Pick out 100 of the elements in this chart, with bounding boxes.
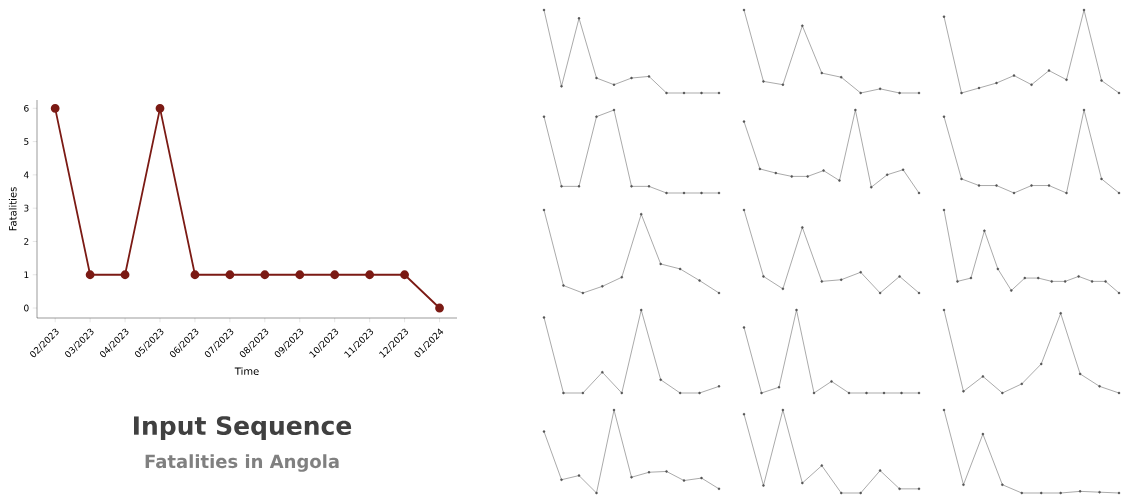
point bbox=[1050, 280, 1053, 283]
point bbox=[1047, 184, 1051, 187]
point bbox=[577, 185, 581, 188]
point bbox=[700, 91, 703, 95]
point bbox=[560, 85, 563, 88]
point bbox=[542, 316, 546, 319]
point bbox=[801, 24, 804, 28]
point bbox=[1063, 280, 1067, 283]
point bbox=[330, 270, 340, 280]
point bbox=[777, 385, 781, 389]
point bbox=[620, 391, 624, 395]
point bbox=[365, 270, 375, 280]
point bbox=[839, 75, 843, 79]
point bbox=[665, 91, 668, 95]
point bbox=[898, 487, 901, 491]
y-tick-label: 6 bbox=[24, 104, 29, 112]
point bbox=[742, 120, 746, 123]
point bbox=[742, 326, 746, 329]
point bbox=[742, 8, 746, 12]
point bbox=[762, 80, 765, 83]
point bbox=[400, 270, 409, 280]
point bbox=[838, 179, 841, 182]
point bbox=[577, 17, 581, 20]
y-tick-label: 4 bbox=[23, 171, 29, 179]
point bbox=[870, 185, 873, 189]
point bbox=[562, 391, 565, 395]
point bbox=[878, 469, 882, 472]
point bbox=[878, 87, 882, 91]
y-tick-label: 0 bbox=[24, 304, 29, 312]
point bbox=[630, 475, 633, 479]
point bbox=[1001, 391, 1004, 395]
point bbox=[1036, 276, 1040, 280]
point bbox=[900, 391, 903, 395]
y-tick-label: 1 bbox=[24, 271, 29, 279]
point bbox=[1078, 490, 1082, 493]
point bbox=[295, 270, 305, 280]
point bbox=[758, 167, 762, 171]
point bbox=[1117, 91, 1121, 95]
point bbox=[859, 491, 862, 495]
point bbox=[639, 212, 643, 216]
point bbox=[120, 270, 130, 280]
point bbox=[781, 83, 785, 86]
point bbox=[1090, 280, 1094, 283]
point bbox=[801, 226, 804, 229]
point bbox=[1030, 184, 1033, 187]
point bbox=[620, 275, 624, 279]
point bbox=[630, 76, 633, 80]
point bbox=[562, 284, 565, 287]
point bbox=[700, 191, 703, 195]
point bbox=[1117, 491, 1121, 495]
point bbox=[882, 391, 886, 395]
point bbox=[595, 491, 598, 495]
point bbox=[742, 208, 746, 212]
point bbox=[225, 270, 235, 280]
point bbox=[983, 229, 986, 233]
point bbox=[981, 432, 985, 436]
point bbox=[830, 380, 833, 383]
point bbox=[1077, 275, 1080, 278]
point bbox=[962, 483, 965, 486]
point bbox=[942, 208, 946, 212]
point bbox=[630, 185, 633, 188]
point bbox=[801, 481, 804, 485]
point bbox=[700, 476, 703, 480]
point bbox=[190, 270, 200, 280]
point bbox=[50, 103, 60, 113]
point bbox=[435, 303, 444, 313]
point bbox=[612, 83, 616, 86]
point bbox=[839, 278, 843, 281]
point bbox=[1059, 312, 1062, 315]
point bbox=[1065, 78, 1068, 81]
point bbox=[820, 464, 824, 467]
point bbox=[1065, 191, 1068, 195]
point bbox=[595, 76, 598, 80]
point bbox=[1104, 280, 1107, 283]
point bbox=[647, 75, 651, 78]
point bbox=[665, 470, 668, 473]
point bbox=[878, 291, 882, 295]
point bbox=[917, 391, 921, 395]
point bbox=[820, 71, 824, 75]
point bbox=[942, 408, 946, 412]
point bbox=[977, 86, 981, 90]
point bbox=[977, 184, 981, 187]
point bbox=[717, 487, 721, 491]
point bbox=[762, 484, 765, 487]
point bbox=[1039, 491, 1043, 495]
point bbox=[996, 267, 1000, 271]
point bbox=[665, 191, 668, 195]
point bbox=[781, 287, 785, 291]
point bbox=[639, 308, 643, 312]
point bbox=[1023, 276, 1027, 280]
point bbox=[956, 280, 959, 283]
point bbox=[1117, 391, 1121, 395]
x-axis-title: Time bbox=[234, 367, 259, 376]
point bbox=[962, 390, 965, 393]
point bbox=[601, 371, 604, 374]
point bbox=[1020, 491, 1024, 495]
point bbox=[981, 375, 985, 378]
point bbox=[847, 391, 851, 395]
point bbox=[682, 91, 686, 95]
point bbox=[995, 184, 998, 187]
